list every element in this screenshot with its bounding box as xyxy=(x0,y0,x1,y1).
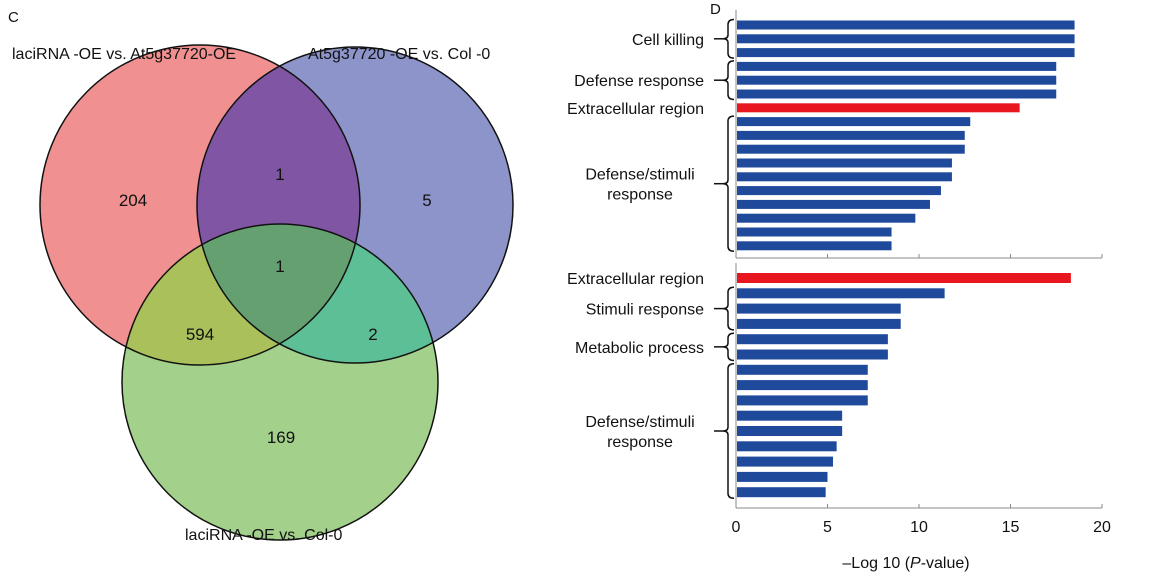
bar xyxy=(737,172,952,182)
bar xyxy=(737,20,1075,30)
group-label: response xyxy=(607,187,673,204)
bar xyxy=(737,456,833,467)
x-tick-label: 0 xyxy=(732,519,741,536)
bar xyxy=(737,288,945,299)
bar xyxy=(737,426,843,436)
count-a-b-c: 1 xyxy=(275,257,284,276)
bar xyxy=(737,349,888,360)
bar xyxy=(737,241,892,251)
group-label: Defense response xyxy=(574,73,704,90)
count-a-b: 1 xyxy=(275,165,284,184)
panel-label-c: C xyxy=(8,9,19,26)
bar xyxy=(737,213,916,223)
group-label: Stimuli response xyxy=(586,302,704,319)
group-label: Extracellular region xyxy=(567,101,704,118)
bar xyxy=(737,117,971,127)
count-a-c: 594 xyxy=(186,325,214,344)
group-label: Cell killing xyxy=(632,32,704,49)
group-label: Extracellular region xyxy=(567,271,704,288)
set-b-label: At5g37720 -OE vs. Col -0 xyxy=(308,46,490,63)
bar xyxy=(737,89,1057,99)
panel-label-d: D xyxy=(710,1,721,18)
bar xyxy=(737,34,1075,44)
x-tick-label: 5 xyxy=(823,519,832,536)
bar xyxy=(737,364,868,375)
group-label: Metabolic process xyxy=(575,340,704,357)
bar xyxy=(737,103,1020,113)
bar xyxy=(737,395,868,406)
group-bracket xyxy=(722,286,735,331)
bar xyxy=(737,471,828,482)
bar xyxy=(737,75,1057,85)
group-label: Defense/stimuli xyxy=(585,167,694,184)
bar xyxy=(737,318,901,329)
count-b-c: 2 xyxy=(368,325,377,344)
count-only-b: 5 xyxy=(422,191,431,210)
group-bracket xyxy=(722,363,735,499)
group-bracket xyxy=(722,115,735,253)
bar-chart: D Cell killing Defense response Extracellu… xyxy=(567,1,1111,572)
bar xyxy=(737,186,941,196)
group-label: response xyxy=(607,434,673,451)
x-axis-label: –Log 10 (P-value) xyxy=(842,555,969,572)
group-bracket xyxy=(722,332,735,362)
count-only-a: 204 xyxy=(119,191,147,210)
group-label: Defense/stimuli xyxy=(585,414,694,431)
bar xyxy=(737,487,826,498)
bar xyxy=(737,61,1057,71)
set-c-label: laciRNA -OE vs. Col-0 xyxy=(185,527,342,544)
x-tick-label: 20 xyxy=(1093,519,1111,536)
bar xyxy=(737,158,952,168)
bar xyxy=(737,199,930,209)
venn-diagram: C 204 5 169 1 594 2 1 laciRNA -OE vs. At… xyxy=(8,9,514,544)
x-tick-label: 10 xyxy=(910,519,928,536)
bar xyxy=(737,48,1075,58)
x-tick-label: 15 xyxy=(1002,519,1020,536)
bar xyxy=(737,334,888,345)
bar xyxy=(737,144,965,154)
bar xyxy=(737,303,901,314)
set-a-label: laciRNA -OE vs. At5g37720-OE xyxy=(12,46,236,63)
bar xyxy=(737,130,965,140)
group-bracket xyxy=(722,60,735,101)
bar xyxy=(737,273,1071,283)
bar xyxy=(737,380,868,391)
bar xyxy=(737,227,892,237)
count-only-c: 169 xyxy=(267,428,295,447)
bar xyxy=(737,441,837,452)
bar xyxy=(737,410,843,421)
group-bracket xyxy=(722,18,735,59)
